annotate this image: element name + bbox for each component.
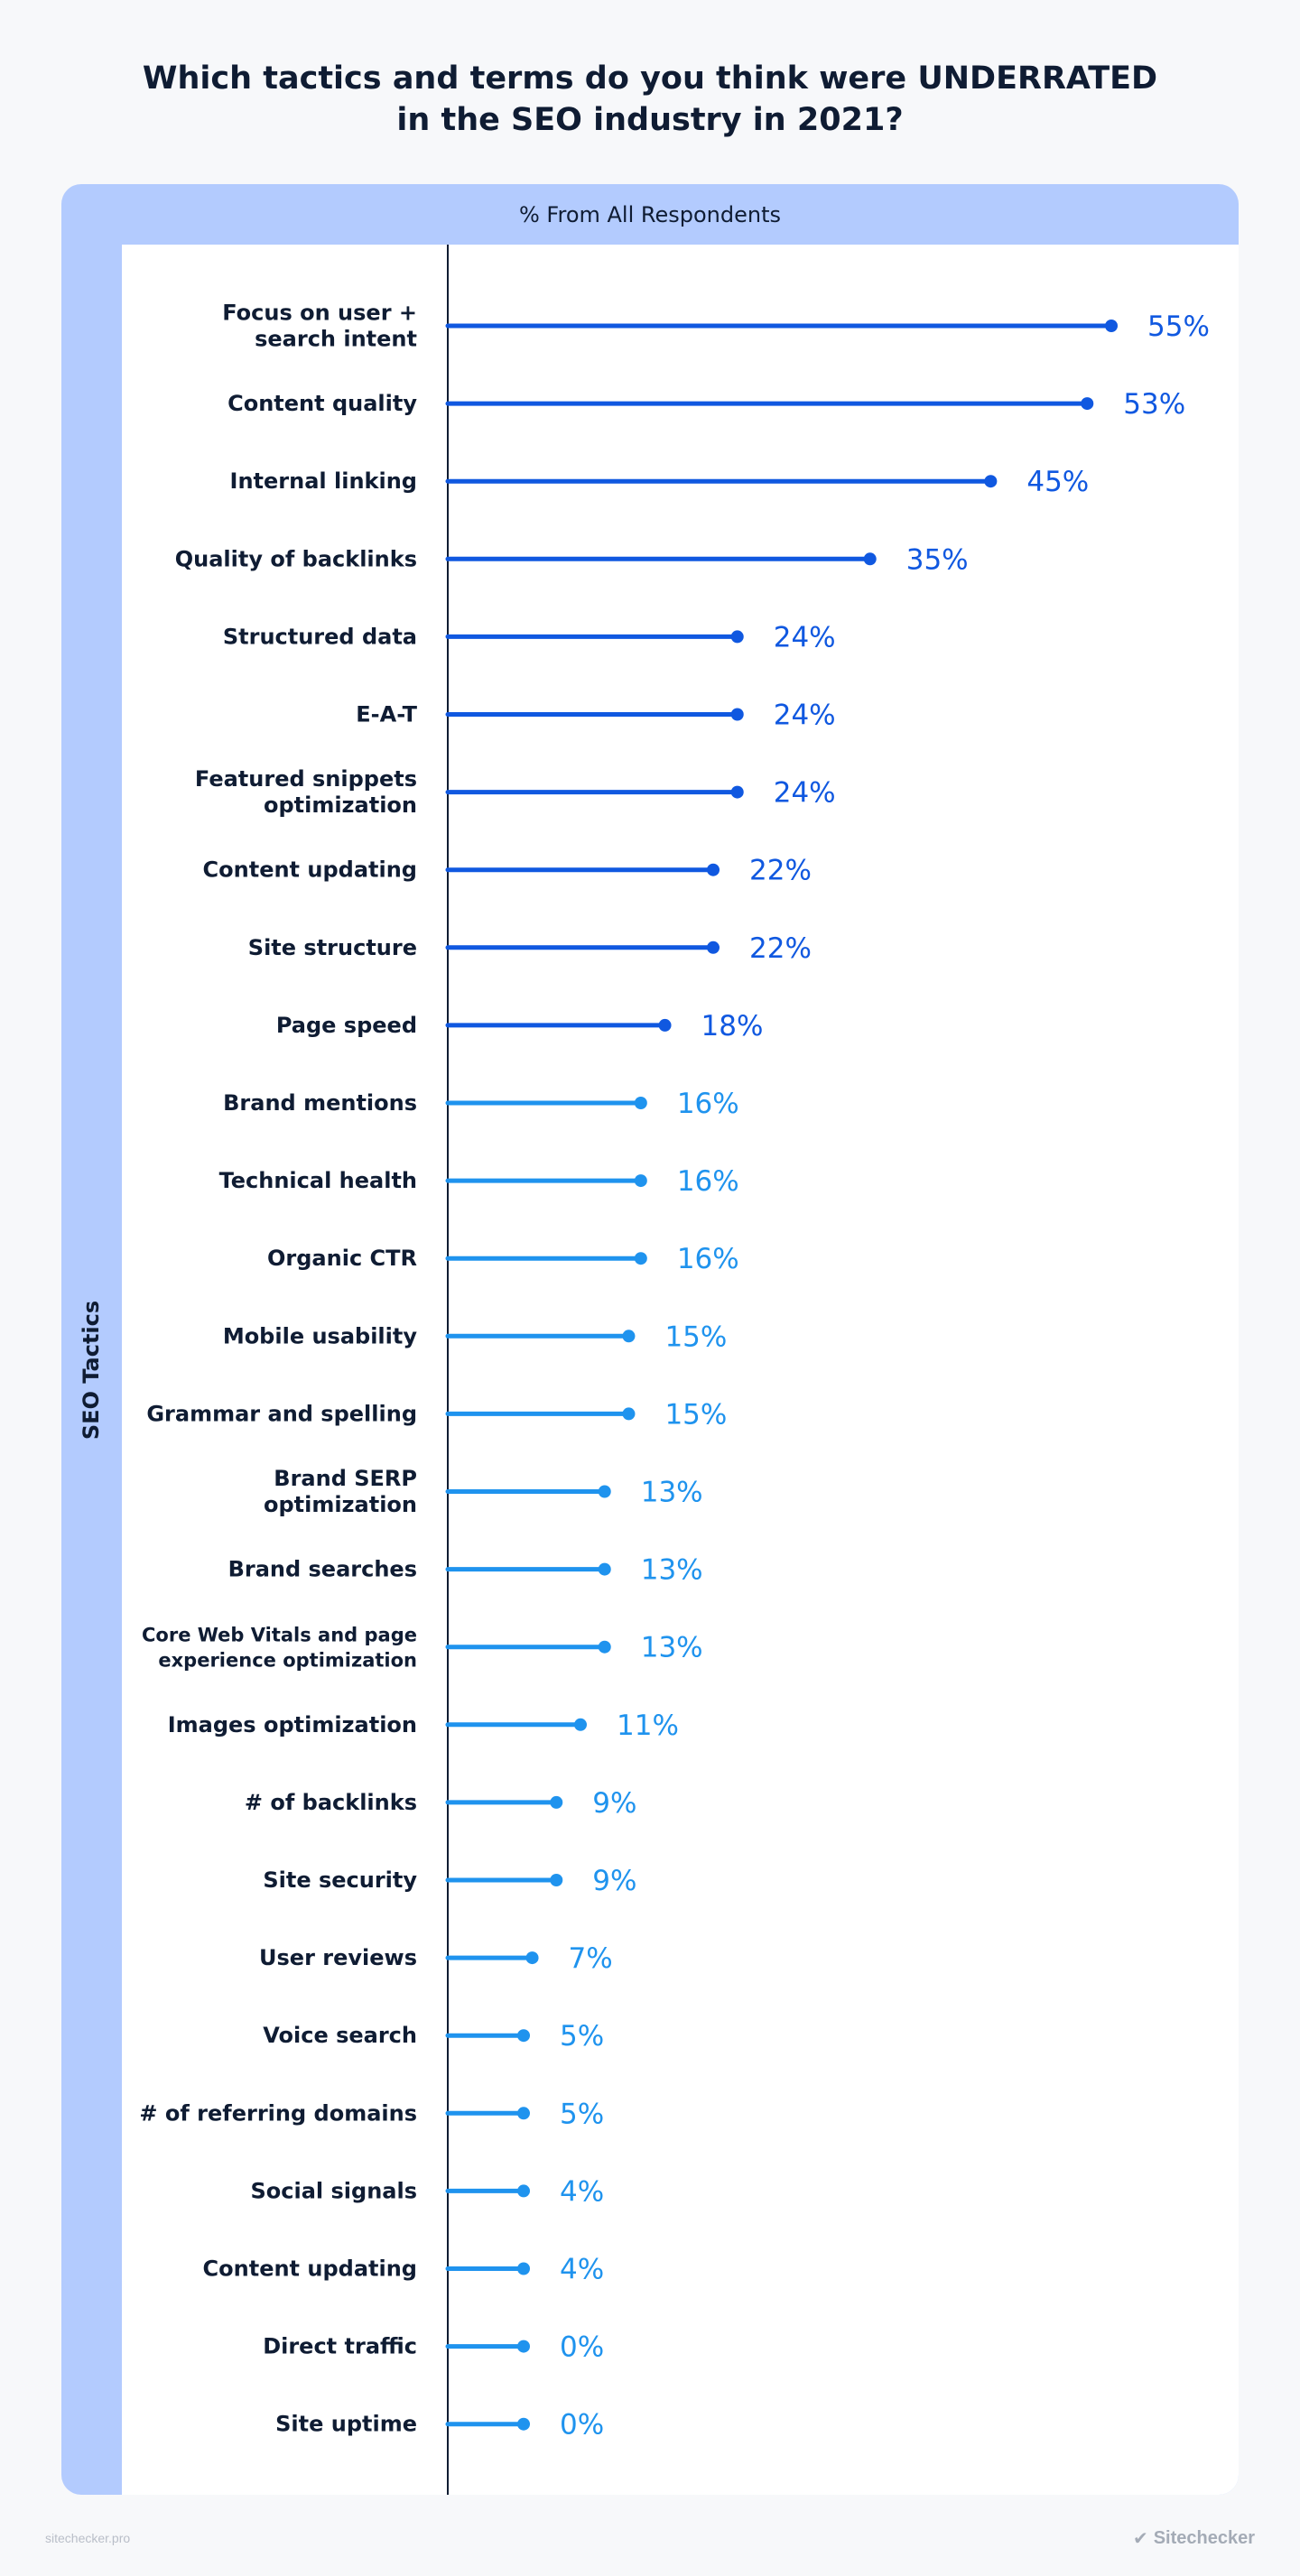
category-label: Content quality: [228, 391, 417, 416]
bar-dot: [622, 1407, 636, 1421]
lollipop-chart: Focus on user + search intent 55% Content q…: [139, 245, 1210, 2495]
footer-brand: ✔ Sitechecker: [1133, 2527, 1255, 2550]
value-label: 13%: [641, 1554, 703, 1587]
value-label: 15%: [664, 1320, 727, 1353]
category-label: Brand SERP optimization: [264, 1466, 417, 1517]
category-label: Brand searches: [228, 1557, 417, 1582]
category-label: User reviews: [259, 1945, 417, 1970]
category-label: Structured data: [223, 624, 417, 649]
category-label: Brand mentions: [223, 1090, 417, 1116]
value-label: 0%: [560, 2331, 604, 2364]
category-label: Voice search: [263, 2023, 417, 2048]
bar-dot: [707, 863, 720, 876]
check-icon: ✔: [1132, 2529, 1148, 2549]
category-label: Content updating: [203, 2256, 417, 2282]
category-label: Content updating: [203, 857, 417, 883]
chart-title-line-1: Which tactics and terms do you think wer…: [142, 60, 1158, 97]
category-label: Technical health: [219, 1168, 417, 1193]
value-label: 53%: [1123, 388, 1185, 421]
category-label: E-A-T: [356, 702, 417, 727]
value-label: 7%: [569, 1942, 613, 1975]
value-label: 4%: [560, 2254, 604, 2286]
value-label: 35%: [906, 543, 969, 576]
category-label: Social signals: [251, 2178, 418, 2203]
bar-dot: [634, 1174, 647, 1188]
plot-area: Focus on user + search intent 55% Content q…: [122, 245, 1239, 2495]
category-label: Page speed: [276, 1013, 417, 1038]
value-label: 16%: [677, 1243, 739, 1275]
bar-dot: [622, 1330, 636, 1343]
bar-dot: [517, 2340, 530, 2353]
value-label: 13%: [641, 1477, 703, 1509]
bar-dot: [517, 2184, 530, 2198]
bar-dot: [984, 475, 998, 488]
bar-dot: [550, 1795, 563, 1809]
bar-dot: [730, 708, 744, 721]
value-label: 15%: [664, 1398, 727, 1431]
chart-card: % From All Respondents SEO Tactics Focus…: [61, 184, 1239, 2495]
footer-site-url: sitechecker.pro: [45, 2531, 131, 2545]
value-label: 45%: [1026, 466, 1089, 498]
value-label: 24%: [774, 700, 836, 732]
category-label: Direct traffic: [263, 2334, 417, 2359]
bar-dot: [517, 2417, 530, 2431]
bar-dot: [863, 552, 877, 566]
value-label: 24%: [774, 777, 836, 810]
bar-dot: [1105, 320, 1118, 332]
bar-dot: [517, 2029, 530, 2043]
value-label: 18%: [701, 1010, 764, 1042]
category-label: Core Web Vitals and page experience optim…: [142, 1625, 417, 1672]
bar-dot: [634, 1097, 647, 1109]
value-label: 24%: [774, 621, 836, 653]
footer-brand-name: Sitechecker: [1153, 2528, 1255, 2548]
value-label: 11%: [617, 1710, 679, 1742]
bar-dot: [550, 1874, 563, 1886]
category-label: Internal linking: [230, 468, 417, 494]
category-label: # of referring domains: [139, 2100, 417, 2126]
bar-dot: [634, 1252, 647, 1265]
value-label: 5%: [560, 2098, 604, 2130]
value-label: 9%: [592, 1787, 636, 1820]
bar-dot: [598, 1640, 611, 1654]
category-label: Quality of backlinks: [175, 546, 417, 571]
category-label: Focus on user + search intent: [222, 301, 417, 352]
value-label: 5%: [560, 2020, 604, 2052]
bar-dot: [517, 2262, 530, 2275]
chart-title-line-2: in the SEO industry in 2021?: [396, 102, 904, 138]
category-label: Site uptime: [275, 2412, 417, 2437]
bar-dot: [598, 1485, 611, 1498]
category-label: Mobile usability: [223, 1323, 418, 1348]
bar-dot: [730, 785, 744, 799]
bar-dot: [574, 1718, 587, 1731]
chart-title: Which tactics and terms do you think wer…: [0, 58, 1300, 141]
chart-header: % From All Respondents: [518, 201, 782, 227]
bar-dot: [707, 941, 720, 954]
value-label: 22%: [749, 932, 812, 965]
value-label: 55%: [1147, 310, 1210, 343]
value-label: 9%: [592, 1865, 636, 1897]
value-label: 0%: [560, 2409, 604, 2442]
value-label: 4%: [560, 2175, 604, 2208]
category-label: Images optimization: [168, 1712, 417, 1737]
category-label: Organic CTR: [267, 1246, 417, 1271]
category-label: Site security: [263, 1867, 417, 1893]
side-label-container: SEO Tactics: [61, 245, 122, 2495]
category-label: Site structure: [248, 935, 417, 960]
bar-dot: [658, 1018, 672, 1032]
y-axis-title: SEO Tactics: [79, 1300, 105, 1440]
category-label: Grammar and spelling: [146, 1401, 417, 1426]
category-label: Featured snippets optimization: [195, 766, 417, 818]
bar-dot: [517, 2107, 530, 2120]
value-label: 16%: [677, 1088, 739, 1120]
value-label: 13%: [641, 1632, 703, 1664]
bar-dot: [525, 1951, 539, 1965]
category-label: # of backlinks: [245, 1790, 417, 1815]
value-label: 22%: [749, 855, 812, 887]
bar-dot: [598, 1562, 611, 1576]
bar-dot: [1081, 397, 1094, 411]
value-label: 16%: [677, 1165, 739, 1198]
bar-dot: [730, 630, 744, 644]
